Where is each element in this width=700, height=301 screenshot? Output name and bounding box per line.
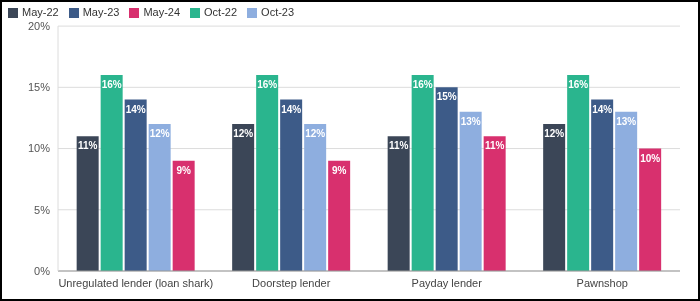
- svg-text:10%: 10%: [640, 153, 660, 164]
- svg-text:11%: 11%: [485, 140, 505, 151]
- svg-text:16%: 16%: [413, 79, 433, 90]
- svg-text:5%: 5%: [34, 204, 50, 216]
- svg-text:12%: 12%: [233, 128, 253, 139]
- svg-text:16%: 16%: [257, 79, 277, 90]
- svg-text:Doorstep lender: Doorstep lender: [252, 277, 331, 289]
- svg-text:14%: 14%: [592, 104, 612, 115]
- svg-text:9%: 9%: [176, 165, 191, 176]
- svg-text:15%: 15%: [28, 81, 50, 93]
- svg-text:0%: 0%: [34, 265, 50, 277]
- html-text:May-23: May-23: [82, 6, 120, 18]
- svg-text:14%: 14%: [281, 104, 301, 115]
- svg-text:16%: 16%: [102, 79, 122, 90]
- html-text:May-24: May-24: [143, 6, 181, 18]
- html-text:Oct-22: Oct-22: [204, 6, 238, 18]
- svg-text:15%: 15%: [437, 91, 457, 102]
- svg-text:11%: 11%: [389, 140, 409, 151]
- html-text:May-22: May-22: [22, 6, 59, 18]
- html-text:Oct-23: Oct-23: [261, 6, 295, 18]
- svg-text:10%: 10%: [28, 142, 50, 154]
- svg-text:11%: 11%: [78, 140, 98, 151]
- svg-text:Pawnshop: Pawnshop: [577, 277, 628, 289]
- svg-text:12%: 12%: [544, 128, 564, 139]
- svg-text:12%: 12%: [305, 128, 325, 139]
- svg-text:13%: 13%: [461, 116, 481, 127]
- svg-text:13%: 13%: [616, 116, 636, 127]
- svg-text:12%: 12%: [150, 128, 170, 139]
- svg-text:Payday lender: Payday lender: [412, 277, 483, 289]
- svg-text:16%: 16%: [568, 79, 588, 90]
- svg-text:Unregulated lender (loan shark: Unregulated lender (loan shark): [58, 277, 213, 289]
- svg-text:9%: 9%: [332, 165, 347, 176]
- svg-text:20%: 20%: [28, 20, 50, 32]
- svg-text:14%: 14%: [126, 104, 146, 115]
